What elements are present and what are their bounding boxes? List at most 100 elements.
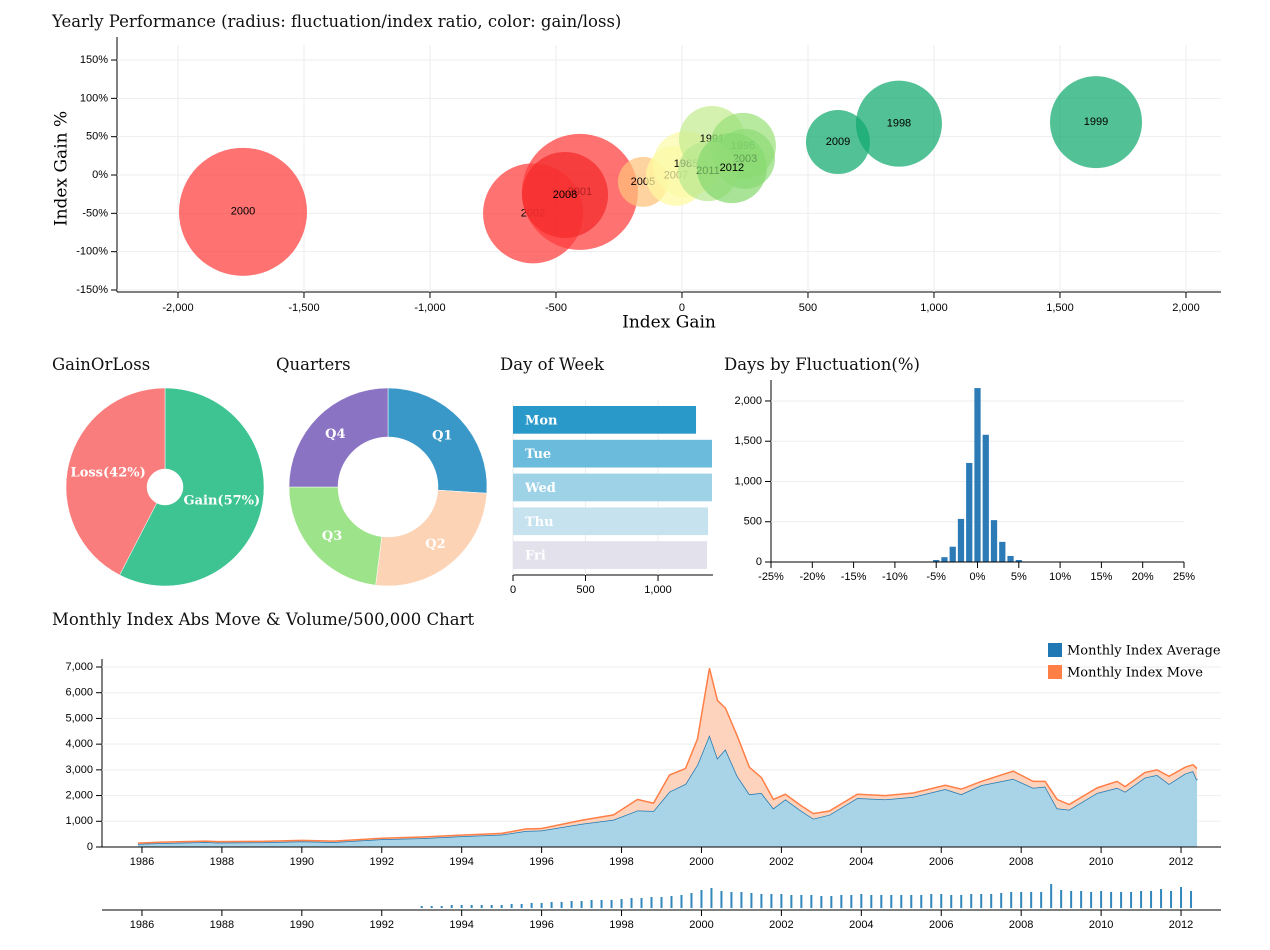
volume-bar bbox=[1140, 891, 1143, 908]
x-axis-label: Index Gain bbox=[622, 313, 716, 333]
row-label: Mon bbox=[525, 413, 558, 428]
x-tick-label: 2010 bbox=[1089, 856, 1113, 868]
bubble-label: 2012 bbox=[720, 162, 744, 174]
bubble-label: 1999 bbox=[1084, 116, 1108, 128]
x-tick-label: 1994 bbox=[449, 919, 473, 931]
volume-bar bbox=[750, 893, 753, 908]
volume-bar bbox=[640, 898, 643, 908]
histogram-bar bbox=[949, 546, 956, 562]
volume-bar bbox=[710, 888, 713, 908]
volume-bar bbox=[670, 896, 673, 908]
y-tick-label: 1,500 bbox=[734, 435, 762, 447]
slice-label: Q1 bbox=[432, 429, 452, 444]
x-tick-label: 1992 bbox=[370, 919, 394, 931]
volume-bar bbox=[830, 896, 833, 908]
volume-bar bbox=[900, 895, 903, 908]
x-tick-label: 20% bbox=[1132, 571, 1154, 583]
volume-bar bbox=[510, 904, 513, 908]
histogram-bar bbox=[999, 541, 1006, 562]
volume-bar bbox=[890, 895, 893, 908]
row-bar bbox=[513, 439, 712, 468]
volume-bar bbox=[790, 895, 793, 908]
volume-bar bbox=[1160, 889, 1163, 908]
histogram-bar bbox=[941, 557, 948, 562]
y-tick-label: 4,000 bbox=[65, 738, 93, 750]
pie-slice bbox=[387, 387, 488, 494]
volume-bar bbox=[960, 895, 963, 908]
slice-label: Gain(57%) bbox=[184, 493, 261, 508]
volume-bar bbox=[1100, 891, 1103, 908]
x-tick-label: 2006 bbox=[929, 919, 953, 931]
volume-bar bbox=[1060, 890, 1063, 908]
volume-bar bbox=[910, 895, 913, 908]
x-tick-label: 15% bbox=[1090, 571, 1112, 583]
volume-bar bbox=[490, 905, 493, 908]
x-tick-label: -10% bbox=[882, 571, 908, 583]
y-tick-label: -50% bbox=[82, 207, 108, 219]
histogram-bar bbox=[957, 518, 965, 562]
volume-bar bbox=[500, 905, 503, 908]
y-tick-label: 1,000 bbox=[65, 815, 93, 827]
x-tick-label: 10% bbox=[1049, 571, 1071, 583]
chart-title: Monthly Index Abs Move & Volume/500,000 … bbox=[52, 610, 475, 629]
volume-bar bbox=[850, 895, 853, 908]
x-tick-label: 0 bbox=[679, 302, 685, 314]
volume-bar bbox=[1090, 892, 1093, 908]
row-bar bbox=[513, 406, 697, 434]
volume-bar bbox=[700, 890, 703, 908]
volume-bar bbox=[620, 899, 623, 908]
bubble-label: 1998 bbox=[887, 118, 911, 130]
bubble bbox=[1050, 76, 1143, 169]
volume-bar bbox=[730, 892, 733, 908]
pie-slice bbox=[375, 489, 488, 587]
volume-bar bbox=[1070, 891, 1073, 908]
y-tick-label: 5,000 bbox=[65, 712, 93, 724]
bubble bbox=[522, 151, 609, 238]
volume-bar bbox=[1000, 893, 1003, 908]
slice-label: Q3 bbox=[322, 529, 342, 544]
volume-bar bbox=[780, 894, 783, 908]
chart-title: GainOrLoss bbox=[52, 355, 150, 374]
volume-bar bbox=[1110, 892, 1113, 908]
x-tick-label: 2012 bbox=[1169, 919, 1193, 931]
histogram-bar bbox=[1015, 559, 1022, 562]
volume-bar bbox=[920, 895, 923, 908]
area-line bbox=[137, 668, 1198, 844]
row-label: Tue bbox=[525, 447, 551, 462]
volume-bar bbox=[970, 894, 973, 908]
volume-bar bbox=[630, 898, 633, 908]
legend-label: Monthly Index Average bbox=[1067, 644, 1221, 659]
x-tick-label: 1996 bbox=[529, 856, 553, 868]
x-tick-label: 1,500 bbox=[1046, 302, 1074, 314]
volume-bar bbox=[540, 903, 543, 908]
pie-slice bbox=[288, 387, 389, 488]
area bbox=[137, 735, 1198, 847]
volume-bar bbox=[740, 892, 743, 908]
volume-bar bbox=[470, 905, 473, 908]
volume-bar bbox=[580, 901, 583, 908]
y-tick-label: 6,000 bbox=[65, 687, 93, 699]
x-tick-label: 2008 bbox=[1009, 919, 1033, 931]
x-tick-label: 1988 bbox=[210, 919, 234, 931]
volume-bar bbox=[870, 895, 873, 908]
chart-title: Quarters bbox=[276, 355, 351, 374]
x-tick-label: -25% bbox=[758, 571, 784, 583]
x-tick-label: 1990 bbox=[290, 856, 314, 868]
chart-title: Yearly Performance (radius: fluctuation/… bbox=[51, 12, 621, 31]
row-bar bbox=[513, 507, 709, 536]
y-tick-label: 500 bbox=[744, 516, 762, 528]
x-tick-label: 1986 bbox=[130, 856, 154, 868]
bubble bbox=[855, 80, 942, 167]
bubble-label: 2009 bbox=[826, 136, 850, 148]
bubble bbox=[696, 133, 767, 204]
x-tick-label: 500 bbox=[799, 302, 817, 314]
x-tick-label: 2000 bbox=[689, 856, 713, 868]
volume-bar bbox=[570, 901, 573, 908]
x-tick-label: 1994 bbox=[449, 856, 473, 868]
volume-bar bbox=[560, 902, 563, 908]
volume-bar bbox=[690, 893, 693, 908]
x-tick-label: 1986 bbox=[130, 919, 154, 931]
volume-bar bbox=[980, 894, 983, 908]
y-tick-label: 100% bbox=[80, 92, 108, 104]
